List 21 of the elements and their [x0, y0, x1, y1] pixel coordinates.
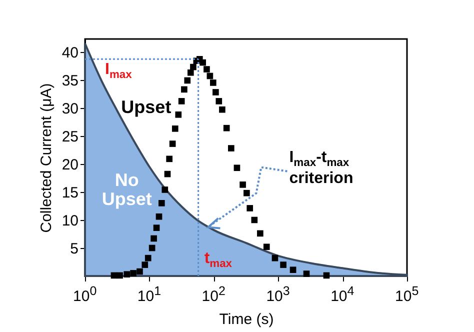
x-tick-label: 10$^{0}$ [73, 284, 97, 305]
ref-line-label: t$_{max}$ [204, 250, 232, 270]
annotation: No Upset [102, 170, 152, 210]
ref-line-label: I$_{max}$ [105, 61, 132, 82]
y-tick-label: 40 [62, 44, 78, 62]
y-tick-label: 20 [62, 156, 78, 174]
annotation: Upset [121, 96, 172, 118]
y-tick-label: 10 [62, 212, 78, 230]
annotation: I$_{max}$-t$_{max}$ criterion [289, 149, 354, 188]
x-tick-label: 10$^{2}$ [202, 284, 226, 305]
y-tick-label: 35 [62, 72, 78, 90]
y-tick-label: 30 [62, 100, 78, 118]
x-tick-label: 10$^{4}$ [330, 284, 354, 305]
y-tick-label: 15 [62, 184, 78, 202]
x-tick-label: 10$^{5}$ [395, 284, 419, 305]
x-axis-title: Time (s) [219, 311, 274, 328]
x-tick-label: 10$^{3}$ [266, 284, 290, 305]
y-axis-title: Collected Current (μA) [38, 83, 55, 233]
x-tick-label: 10$^{1}$ [137, 284, 162, 305]
y-tick-label: 5 [70, 240, 78, 258]
y-tick-label: 25 [62, 128, 78, 146]
